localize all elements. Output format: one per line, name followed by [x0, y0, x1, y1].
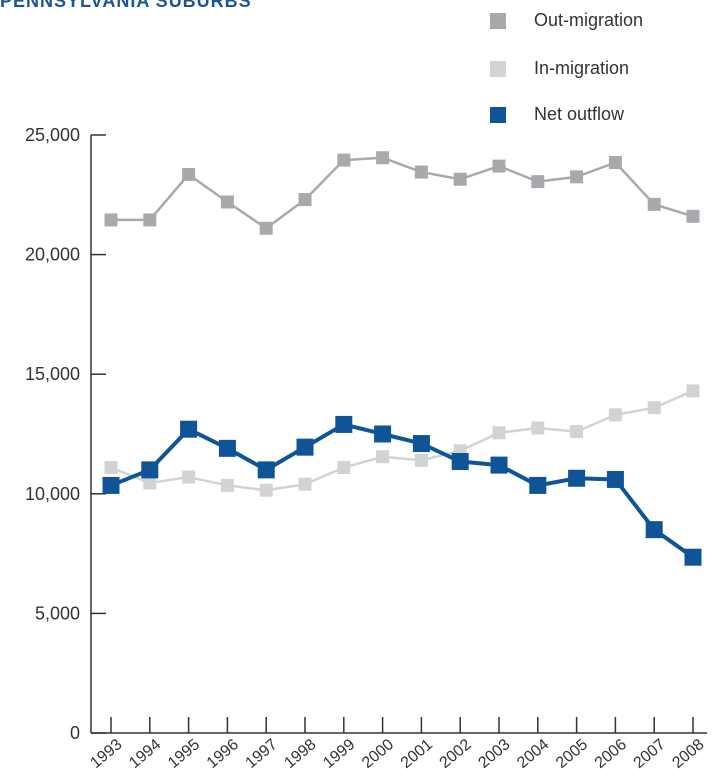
data-point-out-migration: [570, 170, 584, 184]
data-point-in-migration: [647, 401, 661, 415]
data-point-net-outflow: [141, 461, 159, 479]
data-point-in-migration: [414, 453, 428, 467]
x-tick-label: 2005: [553, 736, 591, 772]
data-point-in-migration: [376, 450, 390, 464]
x-tick-label: 1995: [165, 736, 203, 772]
data-point-in-migration: [182, 470, 196, 484]
x-tick-label: 2006: [592, 736, 630, 772]
data-point-out-migration: [531, 175, 545, 189]
x-tick-label: 2001: [398, 736, 436, 772]
data-point-out-migration: [143, 213, 157, 227]
data-point-in-migration: [608, 408, 622, 422]
data-point-out-migration: [376, 151, 390, 165]
legend-item-net-outflow: Net outflow: [490, 104, 710, 126]
data-point-in-migration: [298, 477, 312, 491]
data-point-out-migration: [414, 165, 428, 179]
data-point-out-migration: [104, 213, 118, 227]
x-tick-label: 1993: [87, 736, 125, 772]
data-point-out-migration: [492, 159, 506, 173]
legend-swatch-out-migration: [490, 13, 506, 29]
data-point-in-migration: [686, 384, 700, 398]
x-tick-label: 1998: [281, 736, 319, 772]
data-point-out-migration: [608, 156, 622, 170]
legend-item-out-migration: Out-migration: [490, 10, 710, 32]
data-point-in-migration: [337, 460, 351, 474]
data-point-net-outflow: [374, 425, 392, 443]
data-point-in-migration: [531, 421, 545, 435]
data-point-net-outflow: [218, 439, 236, 457]
data-point-net-outflow: [412, 435, 430, 453]
data-point-net-outflow: [257, 461, 275, 479]
legend-label-in-migration: In-migration: [534, 58, 630, 78]
data-point-net-outflow: [180, 420, 198, 438]
x-tick-label: 1999: [320, 736, 358, 772]
y-tick-label: 10,000: [25, 484, 80, 504]
x-tick-label: 1994: [126, 736, 164, 772]
data-point-in-migration: [492, 426, 506, 440]
y-tick-label: 20,000: [25, 245, 80, 265]
x-tick-label: 2008: [669, 736, 707, 772]
data-point-out-migration: [259, 221, 273, 235]
data-point-in-migration: [259, 483, 273, 497]
legend-swatch-in-migration: [490, 61, 506, 77]
data-point-out-migration: [220, 195, 234, 209]
series-line-in-migration: [110, 389, 694, 492]
data-point-in-migration: [104, 460, 118, 474]
x-tick-label: 2007: [631, 736, 669, 772]
data-point-net-outflow: [335, 415, 353, 433]
legend-label-net-outflow: Net outflow: [534, 104, 625, 124]
y-tick-label: 15,000: [25, 364, 80, 384]
data-point-net-outflow: [684, 548, 702, 566]
data-point-in-migration: [570, 425, 584, 439]
x-tick-label: 2004: [514, 736, 552, 772]
data-point-out-migration: [182, 167, 196, 181]
data-point-net-outflow: [490, 456, 508, 474]
y-tick-label: 25,000: [25, 125, 80, 145]
data-point-net-outflow: [606, 470, 624, 488]
y-tick-label: 0: [70, 723, 80, 743]
series-line-out-migration: [111, 156, 694, 230]
x-tick-label: 1997: [243, 736, 281, 772]
data-point-out-migration: [453, 172, 467, 186]
legend-label-out-migration: Out-migration: [534, 10, 644, 30]
data-point-in-migration: [220, 478, 234, 492]
legend-swatch-net-outflow: [490, 107, 506, 123]
data-point-out-migration: [686, 209, 700, 223]
x-tick-label: 1996: [204, 736, 242, 772]
data-point-net-outflow: [102, 476, 120, 494]
data-point-net-outflow: [645, 521, 663, 539]
chart-title: PENNSYLVANIA SUBURBS: [0, 0, 252, 11]
data-point-out-migration: [647, 197, 661, 211]
x-tick-label: 2000: [359, 736, 397, 772]
series-line-net-outflow: [110, 422, 695, 559]
x-tick-label: 2003: [475, 736, 513, 772]
data-point-net-outflow: [296, 438, 314, 456]
data-point-net-outflow: [568, 469, 586, 487]
data-point-net-outflow: [451, 453, 469, 471]
x-tick-label: 2002: [437, 736, 475, 772]
data-point-out-migration: [337, 153, 351, 167]
legend-item-in-migration: In-migration: [490, 58, 710, 80]
y-tick-label: 5,000: [35, 603, 80, 623]
data-point-net-outflow: [529, 476, 547, 494]
data-point-out-migration: [298, 193, 312, 207]
data-point-in-migration: [143, 476, 157, 490]
